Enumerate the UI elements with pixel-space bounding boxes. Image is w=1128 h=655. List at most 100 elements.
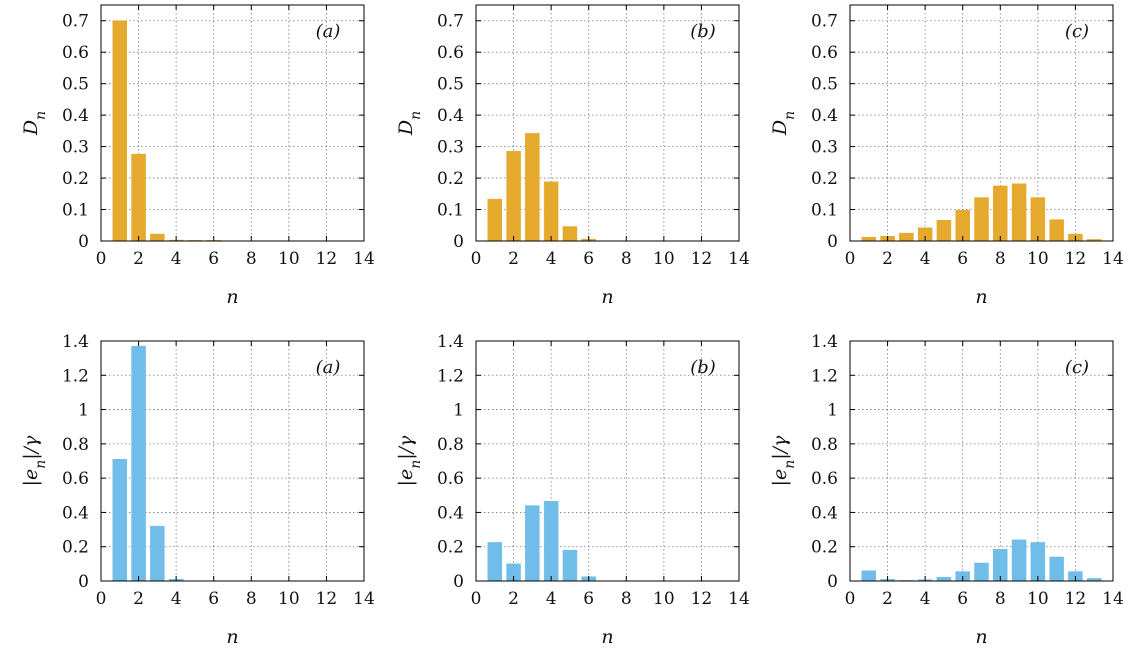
bar	[1030, 542, 1046, 582]
x-tick-label: 6	[583, 249, 594, 269]
bar	[112, 20, 128, 242]
y-tick-label: 0.3	[437, 138, 464, 158]
y-tick-label: 0.4	[62, 106, 89, 126]
x-tick-label: 0	[96, 589, 107, 609]
panel-label: (a)	[316, 357, 341, 378]
x-tick-label: 14	[353, 249, 375, 269]
x-tick-label: 6	[208, 589, 219, 609]
x-tick-label: 8	[995, 249, 1006, 269]
y-tick-label: 0.4	[811, 503, 838, 523]
x-tick-label: 6	[208, 249, 219, 269]
bar	[974, 562, 989, 582]
x-axis-label: n	[601, 626, 613, 648]
x-tick-label: 8	[246, 589, 257, 609]
plot-frame	[100, 4, 365, 242]
y-axis-label: Dn	[20, 111, 49, 136]
x-axis-label: n	[226, 286, 238, 308]
plot-frame	[849, 340, 1114, 582]
y-tick-label: 0.2	[62, 538, 89, 558]
x-tick-label: 12	[1065, 249, 1087, 269]
x-tick-label: 4	[546, 249, 557, 269]
bar	[131, 153, 146, 242]
y-tick-label: 0.2	[811, 538, 838, 558]
y-tick-label: 1	[453, 401, 464, 421]
y-tick-label: 1.2	[811, 366, 838, 386]
x-axis-label: n	[601, 286, 613, 308]
bar	[861, 570, 877, 582]
y-tick-label: 1.2	[437, 366, 464, 386]
bar	[543, 181, 559, 242]
bar	[993, 185, 1008, 242]
bar	[506, 151, 521, 242]
y-tick-label: 0.6	[811, 43, 838, 63]
plot-frame	[475, 340, 740, 582]
panel-top-1: 0 2 4 6 8 10 12 14 0 0.1 0.2 0.3 0.4 0.5 0.6 0.7 n Dn (a)	[20, 4, 375, 308]
y-tick-label: 1.2	[62, 366, 89, 386]
x-tick-label: 4	[171, 589, 182, 609]
y-axis-label: Dn	[395, 111, 424, 136]
y-tick-label: 0.5	[811, 75, 838, 95]
y-tick-label: 0.1	[62, 201, 89, 221]
bar	[1011, 183, 1027, 242]
y-tick-label: 0.2	[437, 538, 464, 558]
y-axis-label: Dn	[769, 111, 798, 136]
panel-label: (a)	[316, 21, 341, 42]
panel-label: (c)	[1065, 357, 1089, 378]
y-tick-label: 0.1	[437, 201, 464, 221]
y-axis-label: |en|/γ	[395, 435, 424, 486]
bar	[936, 219, 952, 242]
x-tick-label: 10	[653, 249, 675, 269]
y-tick-label: 0	[78, 232, 89, 252]
y-axis-label: |en|/γ	[20, 435, 49, 486]
y-tick-label: 1.4	[437, 332, 464, 352]
panel-label: (c)	[1065, 21, 1089, 42]
x-tick-label: 0	[471, 589, 482, 609]
bar	[936, 576, 952, 582]
y-tick-label: 0.8	[811, 435, 838, 455]
y-tick-label: 0.5	[437, 75, 464, 95]
y-tick-label: 0.4	[62, 503, 89, 523]
x-tick-label: 2	[882, 589, 893, 609]
y-tick-label: 0.1	[811, 201, 838, 221]
y-tick-label: 0.8	[62, 435, 89, 455]
plot-frame	[849, 4, 1114, 242]
panel-bottom-1: 0 2 4 6 8 10 12 14 0 0.2 0.4 0.6 0.8 1 1.2 1.4 n |en|/γ (a…	[20, 332, 375, 648]
x-tick-label: 14	[353, 589, 375, 609]
bar	[1049, 219, 1064, 242]
x-tick-label: 10	[653, 589, 675, 609]
x-tick-label: 4	[546, 589, 557, 609]
y-tick-label: 0.2	[62, 169, 89, 189]
bar	[543, 501, 559, 582]
x-tick-label: 2	[508, 249, 519, 269]
bar	[487, 198, 503, 242]
y-tick-label: 0.3	[811, 138, 838, 158]
y-tick-label: 0.6	[437, 469, 464, 489]
x-tick-label: 10	[278, 249, 300, 269]
x-tick-label: 4	[920, 249, 931, 269]
x-tick-label: 10	[278, 589, 300, 609]
x-tick-label: 4	[920, 589, 931, 609]
x-tick-label: 2	[882, 249, 893, 269]
bar	[899, 232, 914, 242]
y-tick-label: 0.5	[62, 75, 89, 95]
x-tick-label: 8	[246, 249, 257, 269]
x-tick-label: 0	[845, 249, 856, 269]
bar	[861, 236, 877, 242]
y-axis-label: |en|/γ	[769, 435, 798, 486]
x-axis-label: n	[975, 626, 987, 648]
bar	[562, 226, 578, 242]
y-tick-label: 0.3	[62, 138, 89, 158]
y-tick-label: 0.4	[811, 106, 838, 126]
bar	[150, 525, 165, 582]
x-tick-label: 6	[583, 589, 594, 609]
plot-frame	[475, 4, 740, 242]
bar	[112, 459, 128, 582]
bar	[1011, 539, 1027, 582]
bar	[525, 505, 540, 582]
x-tick-label: 0	[471, 249, 482, 269]
x-tick-label: 14	[1102, 249, 1124, 269]
x-tick-label: 8	[621, 589, 632, 609]
x-tick-label: 8	[621, 249, 632, 269]
y-tick-label: 0	[453, 572, 464, 592]
